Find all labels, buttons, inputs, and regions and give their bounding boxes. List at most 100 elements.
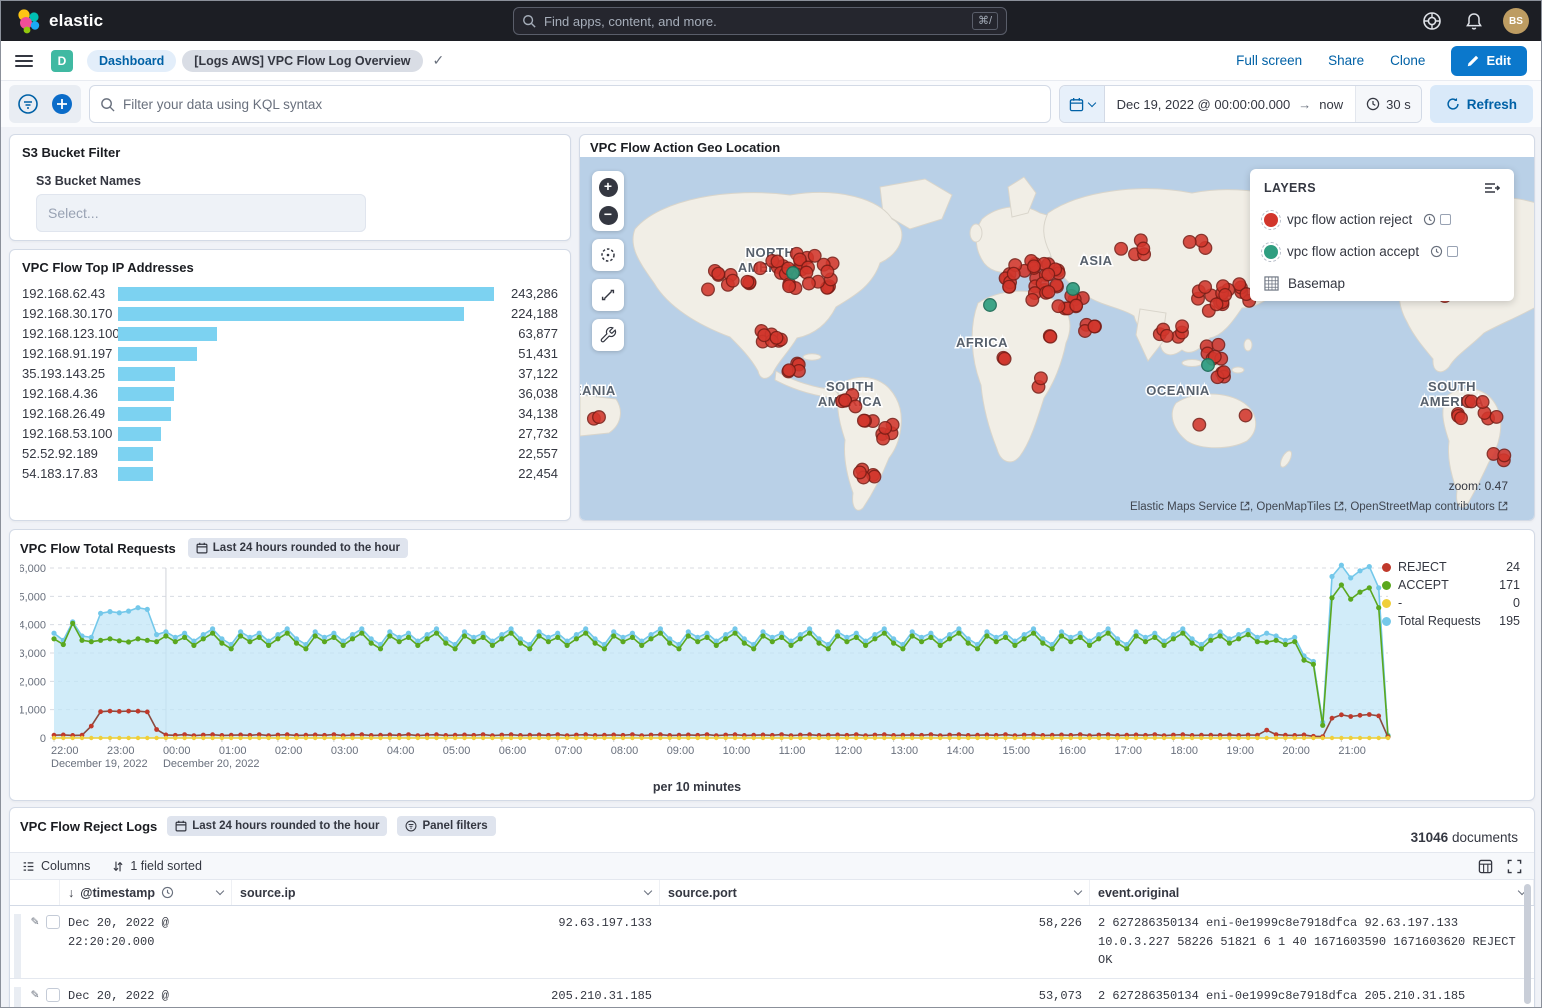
refresh-icon: [1447, 97, 1459, 110]
bar[interactable]: [118, 387, 494, 401]
zoom-out-button[interactable]: −: [597, 204, 619, 226]
layer-checkbox[interactable]: [1447, 246, 1459, 257]
ip-bar-row: 192.168.91.197 51,431: [22, 346, 558, 361]
layer-item-vpc-flow-action-accept[interactable]: vpc flow action accept: [1261, 241, 1500, 262]
ip-address-label: 192.168.30.170: [22, 306, 113, 322]
menu-hamburger-icon[interactable]: [15, 54, 33, 67]
world-map[interactable]: NORTHAMERICASOUTHAMERICAAFRICAASIAOCEANI…: [580, 157, 1534, 520]
vertical-scrollbar[interactable]: [1524, 884, 1531, 1004]
column-header-source-ip[interactable]: source.ip: [232, 880, 660, 905]
zoom-in-button[interactable]: +: [597, 176, 619, 198]
collapse-layers-icon[interactable]: [1484, 181, 1500, 195]
saved-query-icon[interactable]: [15, 91, 41, 117]
refresh-interval-button[interactable]: 30 s: [1355, 86, 1421, 122]
svg-text:04:00: 04:00: [387, 745, 415, 757]
column-header-event-original[interactable]: event.original: [1090, 880, 1534, 905]
columns-icon: [23, 861, 34, 871]
bar[interactable]: [118, 447, 494, 461]
avatar[interactable]: BS: [1503, 8, 1529, 34]
calendar-icon: [1069, 97, 1083, 111]
map-zoom-level: zoom: 0.47: [1448, 479, 1508, 493]
chevron-down-icon[interactable]: [1073, 886, 1083, 896]
bar[interactable]: [118, 287, 494, 301]
table-row[interactable]: ✎ Dec 20, 2022 @ 22:20:20.000 92.63.197.13…: [10, 906, 1534, 979]
edit-row-icon[interactable]: ✎: [31, 986, 39, 1002]
full-screen-button[interactable]: Full screen: [1236, 53, 1303, 68]
kql-input[interactable]: [123, 96, 1040, 112]
fullscreen-icon[interactable]: [1507, 859, 1522, 874]
grid-toolbar: Columns 1 field sorted: [10, 852, 1534, 880]
table-row[interactable]: ✎ Dec 20, 2022 @ 22:20:20.000 205.210.31.1…: [10, 978, 1534, 1007]
elastic-logo[interactable]: elastic: [15, 8, 103, 34]
svg-text:OCEANIA: OCEANIA: [580, 383, 616, 398]
attribution-link[interactable]: OpenMapTiles: [1256, 501, 1344, 513]
bar[interactable]: [118, 367, 494, 381]
legend-item-accept[interactable]: ACCEPT 171: [1382, 578, 1520, 592]
row-checkbox[interactable]: [45, 915, 60, 929]
column-header-source-port[interactable]: source.port: [660, 880, 1090, 905]
add-filter-button[interactable]: [49, 91, 75, 117]
attribution-link[interactable]: OpenStreetMap contributors: [1350, 501, 1508, 513]
legend-item-total-requests[interactable]: Total Requests 195: [1382, 614, 1520, 628]
bar[interactable]: [118, 427, 494, 441]
bar[interactable]: [118, 347, 494, 361]
display-options-icon[interactable]: [1478, 859, 1493, 874]
time-range-badge[interactable]: Last 24 hours rounded to the hour: [187, 538, 408, 558]
map-settings-wrench-button[interactable]: [597, 324, 619, 346]
legend-item--[interactable]: -0: [1382, 596, 1520, 610]
s3-bucket-select[interactable]: Select...: [36, 194, 366, 232]
layer-swatch: [1261, 241, 1281, 262]
ip-address-label: 52.52.92.189: [22, 446, 98, 462]
legend-item-reject[interactable]: REJECT 24: [1382, 560, 1520, 574]
layer-item-vpc-flow-action-reject[interactable]: vpc flow action reject: [1261, 209, 1500, 230]
time-range-badge[interactable]: Last 24 hours rounded to the hour: [167, 816, 388, 836]
clone-button[interactable]: Clone: [1390, 53, 1426, 68]
layer-label: vpc flow action accept: [1287, 244, 1420, 259]
svg-text:SOUTH: SOUTH: [1428, 379, 1476, 394]
svg-text:01:00: 01:00: [219, 745, 247, 757]
bar[interactable]: [118, 307, 494, 321]
row-gutter: [14, 914, 21, 978]
date-range-start[interactable]: Dec 19, 2022 @ 00:00:00.000: [1116, 96, 1291, 112]
bar[interactable]: [118, 327, 494, 341]
edit-button[interactable]: Edit: [1451, 45, 1527, 76]
sorted-fields-button[interactable]: 1 field sorted: [112, 859, 202, 873]
set-view-crosshair-button[interactable]: [597, 244, 619, 266]
dashboard-app-tile[interactable]: D: [51, 49, 73, 72]
clock-icon: [161, 886, 174, 899]
calendar-dropdown-button[interactable]: [1059, 86, 1105, 122]
date-range-end[interactable]: now: [1319, 96, 1344, 112]
source-ip-cell: 92.63.197.133: [558, 916, 652, 930]
column-header-timestamp[interactable]: ↓ @timestamp: [60, 880, 232, 905]
svg-text:03:00: 03:00: [331, 745, 359, 757]
layer-checkbox[interactable]: [1440, 214, 1452, 225]
row-checkbox[interactable]: [45, 987, 60, 1002]
bar[interactable]: [118, 407, 494, 421]
requests-time-series-chart[interactable]: 01,0002,0003,0004,0005,0006,00022:00Dece…: [20, 562, 1396, 784]
legend-label: ACCEPT: [1398, 578, 1449, 592]
help-icon[interactable]: [1419, 8, 1445, 34]
layer-item-basemap[interactable]: Basemap: [1264, 276, 1500, 291]
refresh-button[interactable]: Refresh: [1429, 85, 1533, 123]
panel-filters-badge[interactable]: Panel filters: [397, 816, 496, 836]
share-button[interactable]: Share: [1328, 53, 1365, 68]
chevron-down-icon[interactable]: [643, 886, 653, 896]
ip-address-label: 54.183.17.83: [22, 466, 98, 482]
map-attribution: Elastic Maps Service , OpenMapTiles , Op…: [1130, 501, 1508, 513]
search-icon: [523, 15, 536, 28]
bar[interactable]: [118, 467, 494, 481]
legend-value: 171: [1499, 578, 1520, 592]
edit-row-icon[interactable]: ✎: [31, 914, 39, 929]
global-search-input[interactable]: Find apps, content, and more. ⌘/: [513, 7, 1007, 35]
columns-button[interactable]: Columns: [22, 859, 90, 873]
timestamp-cell: Dec 20, 2022 @ 22:20:20.000: [68, 916, 169, 949]
ip-bar-row: 192.168.26.49 34,138: [22, 406, 558, 421]
ip-bar-row: 192.168.123.100 63,877: [22, 326, 558, 341]
panel-title: S3 Bucket Filter: [22, 145, 121, 160]
kql-search-bar[interactable]: [89, 85, 1051, 123]
attribution-link[interactable]: Elastic Maps Service: [1130, 501, 1250, 513]
alerts-bell-icon[interactable]: [1461, 8, 1487, 34]
chevron-down-icon[interactable]: [215, 886, 225, 896]
breadcrumb-dashboard[interactable]: Dashboard: [87, 49, 177, 72]
fit-to-data-button[interactable]: [597, 284, 619, 306]
